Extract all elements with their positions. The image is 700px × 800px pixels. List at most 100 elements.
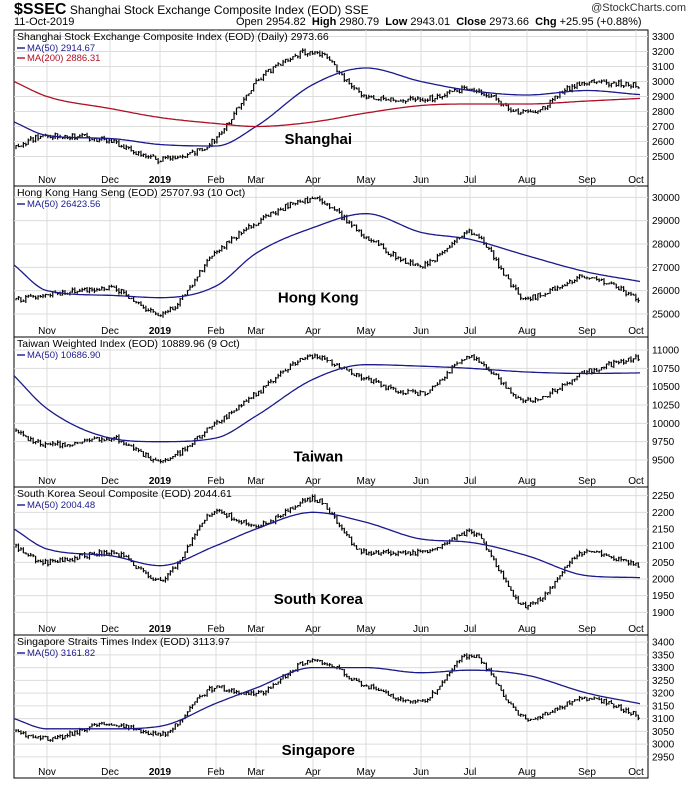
x-tick-label: Feb [207,476,225,487]
open-label: Open [236,16,263,28]
chart-panel-3: 9500 9750 10000 10250 10500 10750 11000 Nov Dec 2… [13,336,680,488]
y-tick-label: 3100 [652,714,675,725]
x-tick-label: Dec [101,624,119,635]
x-tick-label: Dec [101,175,119,186]
x-tick-label: May [357,326,376,337]
x-tick-label: Mar [247,767,265,778]
x-tick-label: Sep [578,175,596,186]
x-tick-label: Feb [207,767,225,778]
chart-panel-2: 25000 26000 27000 28000 29000 30000 Nov Dec 2019… [13,185,680,338]
panel-label: South Korea [274,591,364,608]
y-tick-label: 3100 [652,62,675,73]
x-tick-label: Nov [38,624,56,635]
x-tick-label: Jun [413,767,429,778]
x-tick-label: Apr [305,326,321,337]
x-tick-label: Apr [305,624,321,635]
x-tick-label: Aug [518,767,536,778]
brand-watermark[interactable]: @StockCharts.com [591,2,686,14]
x-tick-label: Aug [518,624,536,635]
low-label: Low [385,16,408,28]
ma200-line [13,80,641,128]
ma50-line [13,666,641,730]
ticker-symbol[interactable]: $SSEC [14,1,67,18]
x-tick-label: Apr [305,476,321,487]
panel-title: South Korea Seoul Composite (EOD) 2044.6… [17,488,232,500]
ma50-line [13,67,641,147]
ma50-line [13,511,640,579]
legend-entry: MA(50) 10686.90 [27,350,100,361]
y-tick-label: 2150 [652,525,675,536]
x-tick-label: 2019 [149,767,172,778]
y-tick-label: 3250 [652,676,675,687]
y-tick-label: 27000 [652,263,680,274]
y-tick-label: 10000 [652,419,680,430]
x-tick-label: May [357,476,376,487]
y-tick-label: 10500 [652,382,680,393]
x-tick-label: Nov [38,767,56,778]
x-tick-label: Oct [628,175,644,186]
close-value: 2973.66 [489,16,530,28]
x-tick-label: Jul [464,476,477,487]
x-tick-label: Jul [464,326,477,337]
price-bars [15,353,640,464]
x-tick-label: 2019 [149,624,172,635]
chg-value: +25.95 (+0.88%) [559,16,642,28]
y-tick-label: 2250 [652,491,675,502]
y-tick-label: 3050 [652,727,675,738]
y-tick-label: 3000 [652,77,675,88]
panel-title: Hong Kong Hang Seng (EOD) 25707.93 (10 O… [17,187,245,199]
y-tick-label: 2900 [652,92,675,103]
y-tick-label: 2800 [652,107,675,118]
x-tick-label: Dec [101,326,119,337]
x-tick-label: Mar [247,175,265,186]
y-tick-label: 3000 [652,740,675,751]
chart-header: $SSEC Shanghai Stock Exchange Composite … [0,0,700,30]
legend-entry: MA(50) 3161.82 [27,648,95,659]
y-tick-label: 10750 [652,364,680,375]
y-tick-label: 9750 [652,437,675,448]
x-tick-label: Apr [305,767,321,778]
x-tick-label: Nov [38,326,56,337]
y-tick-label: 3200 [652,47,675,58]
ma50-line [13,364,640,443]
x-tick-label: Sep [578,326,596,337]
chart-title-line: $SSEC Shanghai Stock Exchange Composite … [14,1,369,19]
y-tick-label: 29000 [652,216,680,227]
x-tick-label: Sep [578,624,596,635]
x-tick-label: 2019 [149,326,172,337]
high-label: High [311,16,337,28]
x-tick-label: Apr [305,175,321,186]
x-tick-label: Jun [413,175,429,186]
x-tick-label: Jul [464,175,477,186]
legend-entry: MA(200) 2886.31 [27,53,100,64]
y-tick-label: 25000 [652,310,680,321]
quote-stats: Open 2954.82 High 2980.79 Low 2943.01 Cl… [236,16,642,28]
x-tick-label: Mar [247,476,265,487]
y-tick-label: 26000 [652,286,680,297]
y-tick-label: 2050 [652,558,675,569]
x-tick-label: May [357,624,376,635]
y-tick-label: 2500 [652,152,675,163]
x-tick-label: Oct [628,476,644,487]
x-tick-label: Aug [518,175,536,186]
x-tick-label: Oct [628,624,644,635]
x-tick-label: Sep [578,476,596,487]
y-tick-label: 2100 [652,541,675,552]
x-tick-label: Nov [38,175,56,186]
price-bars [15,494,640,610]
x-tick-label: Oct [628,326,644,337]
panel-frame [13,336,649,488]
x-tick-label: Mar [247,624,265,635]
x-tick-label: Mar [247,326,265,337]
x-tick-label: Aug [518,326,536,337]
x-tick-label: Jun [413,476,429,487]
legend-entry: MA(50) 2004.48 [27,500,95,511]
panel-label: Taiwan [293,449,343,466]
x-tick-label: Dec [101,767,119,778]
y-tick-label: 11000 [652,346,680,357]
x-tick-label: Jun [413,326,429,337]
quote-date: 11-Oct-2019 [14,16,75,28]
y-tick-label: 2000 [652,575,675,586]
y-tick-label: 1900 [652,608,675,619]
